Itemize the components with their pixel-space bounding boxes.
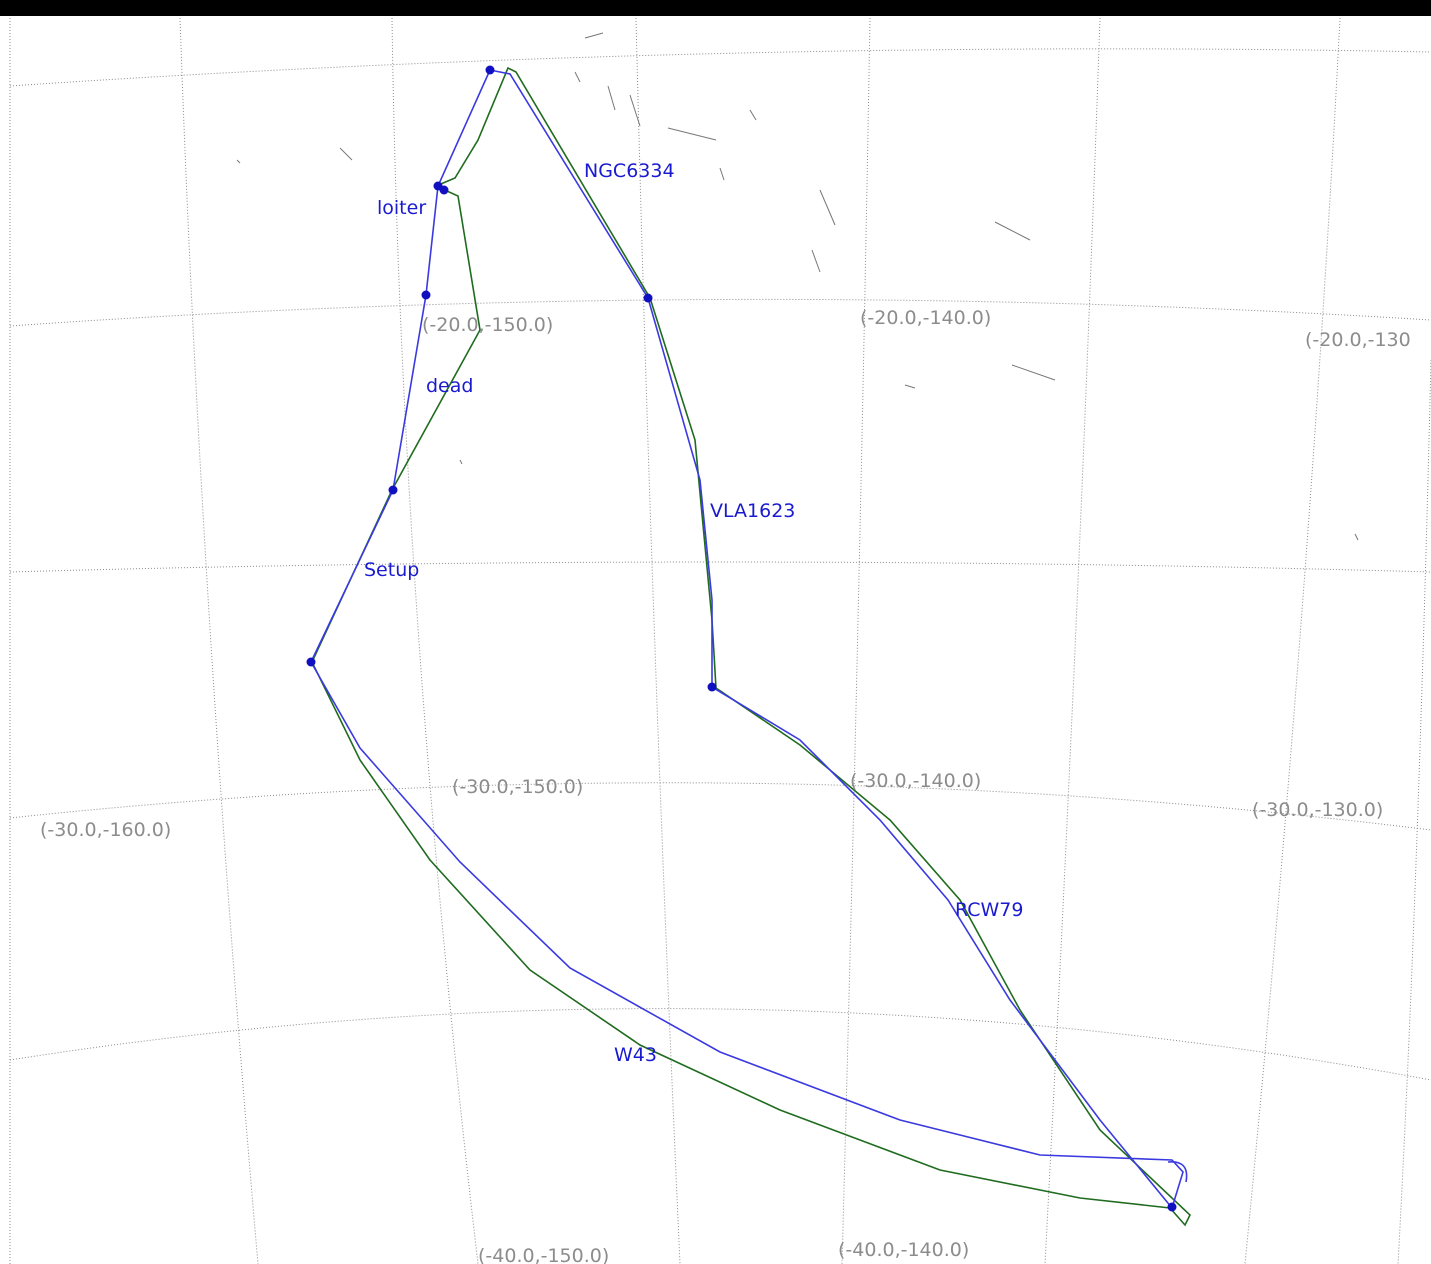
- grid-line-lon-5: [841, 17, 871, 1264]
- speck: [719, 167, 725, 181]
- waypoint-label-rcw79[interactable]: RCW79: [955, 899, 1024, 921]
- waypoint-label-w43[interactable]: W43: [614, 1044, 657, 1066]
- speck: [994, 221, 1031, 241]
- top-bar: [0, 0, 1431, 16]
- waypoint-label-loiter[interactable]: loiter: [377, 197, 426, 219]
- coord-label-m20-m150: (-20.0,-150.0): [422, 314, 553, 336]
- waypoint-label-vla1623[interactable]: VLA1623: [710, 500, 795, 522]
- speck: [236, 159, 241, 164]
- speck: [339, 147, 353, 161]
- speck: [629, 94, 641, 127]
- coord-label-m30-m160: (-30.0,-160.0): [40, 819, 171, 841]
- grid-line-lat-m25: [9, 561, 1431, 573]
- waypoint-marker[interactable]: [643, 293, 653, 303]
- planned-track: [310, 69, 1184, 1210]
- grid-line-lon-8: [1397, 359, 1431, 1264]
- waypoint-label-setup[interactable]: Setup: [364, 559, 419, 581]
- waypoint-marker[interactable]: [707, 682, 717, 692]
- grid-line-lon-4: [635, 17, 681, 1264]
- speck: [667, 127, 717, 141]
- grid-line-lat-m20: [9, 298, 1431, 327]
- flown-track: [311, 66, 1191, 1227]
- grid-line-lat-m30: [9, 782, 1431, 831]
- waypoint-markers: [306, 65, 1177, 1212]
- loop-marker: [1167, 1161, 1188, 1183]
- coord-label-m20-m140: (-20.0,-140.0): [860, 307, 991, 329]
- waypoint-marker[interactable]: [439, 185, 449, 195]
- waypoint-marker[interactable]: [1167, 1202, 1177, 1212]
- waypoint-marker[interactable]: [388, 485, 398, 495]
- grid-line-lon-3: [391, 17, 479, 1264]
- grid-line-lat-m35: [9, 1008, 1431, 1081]
- coord-label-m30-m140: (-30.0,-140.0): [850, 770, 981, 792]
- speck: [811, 249, 821, 273]
- coord-label-m30-m150: (-30.0,-150.0): [452, 776, 583, 798]
- coastline-specks: [236, 32, 1359, 541]
- grid-line-lon-6: [1044, 17, 1101, 1264]
- coord-label-m20-m130: (-20.0,-130: [1305, 329, 1411, 351]
- speck: [584, 32, 604, 39]
- coord-label-m40-m140: (-40.0,-140.0): [838, 1239, 969, 1261]
- waypoint-marker[interactable]: [421, 290, 431, 300]
- coord-label-m40-m150: (-40.0,-150.0): [478, 1245, 609, 1264]
- waypoint-label-ngc6334[interactable]: NGC6334: [584, 160, 675, 182]
- speck: [749, 109, 757, 121]
- waypoint-labels: NGC6334 loiter dead VLA1623 Setup RCW79 …: [364, 160, 1024, 1066]
- speck: [607, 85, 616, 111]
- coordinate-labels: (-20.0,-150.0) (-20.0,-140.0) (-20.0,-13…: [40, 307, 1411, 1264]
- grid-line-lat-m10: [9, 48, 1431, 87]
- waypoint-marker[interactable]: [485, 65, 495, 75]
- grid-line-lon-7: [1244, 17, 1341, 1264]
- speck: [574, 71, 581, 83]
- speck: [1354, 533, 1359, 541]
- coordinate-grid: [9, 17, 1431, 1264]
- speck: [459, 459, 463, 465]
- waypoint-label-dead[interactable]: dead: [426, 375, 473, 397]
- coord-label-m30-m130: (-30.0,-130.0): [1252, 799, 1383, 821]
- speck: [819, 189, 836, 226]
- speck: [1011, 364, 1056, 381]
- speck: [904, 384, 916, 389]
- grid-line-lon-2: [179, 17, 259, 1264]
- waypoint-marker[interactable]: [306, 657, 316, 667]
